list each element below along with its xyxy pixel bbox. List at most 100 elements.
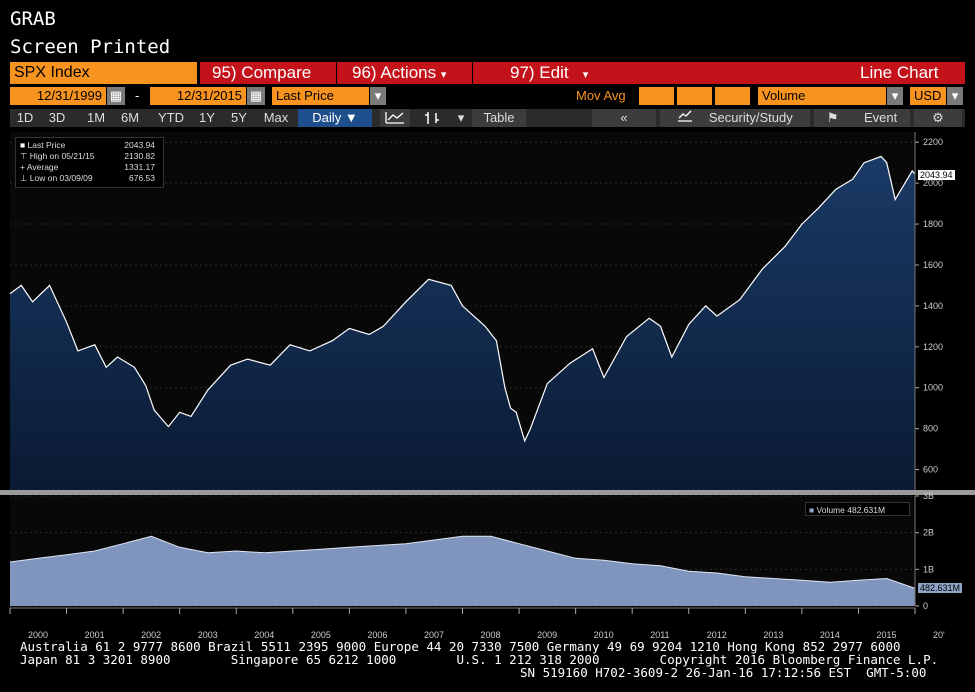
x-tick-label: 2015 [876,630,896,640]
chart-type-title: Line Chart [860,63,939,82]
volume-axis: 0 1B 2B 3B [914,491,934,611]
mov-avg-input-3[interactable] [715,87,750,105]
square-icon: ■ [809,505,815,515]
price-tick-label: 1000 [923,383,943,393]
legend-row-low: ⊥ Low on 03/09/09 676.53 [20,173,155,183]
period-1d[interactable]: 1D [16,110,34,125]
period-toolbar: 1D 3D 1M 6M YTD 1Y 5Y Max Daily ▼ ▾ Tabl… [10,109,965,127]
volume-tick-label: 0 [923,601,928,611]
footer-contacts-1: Australia 61 2 9777 8600 Brazil 5511 239… [20,639,901,654]
period-max[interactable]: Max [263,110,289,125]
price-tick-label: 1800 [923,219,943,229]
price-tick-label: 1600 [923,260,943,270]
average-marker-icon: + [20,162,25,172]
chevron-down-icon[interactable]: ▾ [887,87,903,105]
period-6m[interactable]: 6M [120,110,140,125]
x-tick-label: 2005 [311,630,331,640]
x-tick-label: 2001 [85,630,105,640]
footer-serial: SN 519160 H702-3609-2 26-Jan-16 17:12:56… [520,665,927,680]
command-bar [200,62,965,84]
gear-icon[interactable]: ⚙ [914,109,962,127]
period-1m[interactable]: 1M [86,110,106,125]
field-select[interactable]: Last Price [272,87,369,105]
x-tick-label: 2012 [707,630,727,640]
low-marker-icon: ⊥ [20,173,28,183]
volume-tick-label: 3B [923,491,934,501]
table-button[interactable]: Table [472,109,526,127]
ticker-field[interactable]: SPX Index [10,62,197,84]
end-date-input[interactable]: 12/31/2015 [150,87,246,105]
flag-icon: ⚑ [826,110,839,125]
back-button[interactable]: « [592,109,656,127]
price-axis: 600 800 1000 1200 1400 1600 1800 2000 2200 [914,132,943,490]
actions-label: 96) Actions [352,63,437,82]
legend-row-average: + Average 1331.17 [20,162,155,172]
price-tick-label: 600 [923,465,938,475]
x-tick-label: 2004 [254,630,274,640]
currency-select[interactable]: USD [910,87,946,105]
mov-avg-label: Mov Avg [576,88,626,103]
high-marker-icon: ⊤ [20,151,28,161]
price-tick-label: 1200 [923,342,943,352]
calendar-icon[interactable]: ▦ [107,87,125,105]
x-tick-label: 2014 [820,630,840,640]
calendar-icon[interactable]: ▦ [247,87,265,105]
legend-row-high: ⊤ High on 05/21/15 2130.82 [20,151,155,161]
chevron-down-icon[interactable]: ▾ [370,87,386,105]
x-tick-label: 2011 [650,630,669,640]
divider [472,62,473,84]
x-tick-label: 2013 [763,630,783,640]
chevron-down-icon: ▾ [582,69,589,81]
volume-tick-label: 2B [923,528,934,538]
mov-avg-input-1[interactable] [639,87,674,105]
compare-button[interactable]: 95) Compare [212,63,312,82]
x-tick-label: 2006 [367,630,387,640]
price-tick-label: 2000 [923,178,943,188]
event-button[interactable]: ⚑ Event [814,109,910,127]
study-icon [677,110,697,125]
price-tick-label: 800 [923,424,938,434]
mov-avg-input-2[interactable] [677,87,712,105]
triangle-down-icon: ▼ [344,110,358,125]
x-tick-label: 2009 [537,630,557,640]
actions-button[interactable]: 96) Actions ▾ [352,62,446,84]
chevron-down-icon[interactable]: ▾ [947,87,963,105]
last-price-tag: 2043.94 [918,170,955,180]
x-tick-label: 2008 [481,630,501,640]
last-volume-tag: 482.631M [918,583,963,593]
lower-panel-select[interactable]: Volume [758,87,886,105]
frequency-label: Daily [312,110,342,125]
x-tick-label: 2007 [424,630,444,640]
screen-printed-label: Screen Printed [10,36,171,58]
footer-contacts-2: Japan 81 3 3201 8900 Singapore 65 6212 1… [20,652,939,667]
x-tick-label: 20' [933,630,945,640]
edit-button[interactable]: 97) Edit ▾ [510,62,588,84]
period-3d[interactable]: 3D [48,110,66,125]
square-icon: ■ [20,140,26,150]
start-date-input[interactable]: 12/31/1999 [10,87,106,105]
volume-area [10,536,915,606]
chevron-down-icon: ▾ [440,69,447,81]
line-chart-icon[interactable] [380,109,410,127]
security-study-label: Security/Study [708,110,793,125]
panel-divider[interactable] [0,490,975,495]
chevron-down-icon[interactable]: ▾ [457,110,465,125]
bar-chart-icon[interactable] [418,109,446,127]
volume-line [9,535,916,589]
volume-tick-label: 1B [923,564,934,574]
event-label: Event [864,110,898,125]
price-tick-label: 1400 [923,301,943,311]
period-ytd[interactable]: YTD [158,110,184,125]
x-axis: 2000 2001 2002 2003 2004 2005 2006 2007 2008 2009… [9,608,945,640]
grab-label: GRAB [10,8,56,30]
price-tick-label: 2200 [923,137,943,147]
period-5y[interactable]: 5Y [231,110,247,125]
date-range-dash: - [135,88,140,103]
period-1y[interactable]: 1Y [199,110,215,125]
price-line [9,155,916,443]
security-study-button[interactable]: Security/Study [660,109,810,127]
divider [336,62,337,84]
frequency-select[interactable]: Daily ▼ [298,109,372,127]
volume-legend: ■ Volume 482.631M [805,502,910,516]
edit-label: 97) Edit [510,63,569,82]
